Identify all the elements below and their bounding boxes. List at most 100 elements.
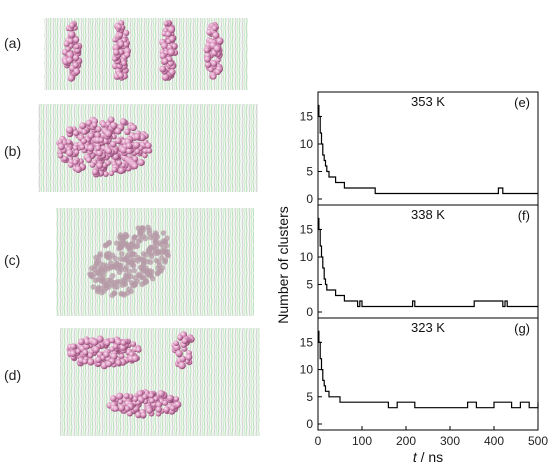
peptide-bead xyxy=(185,353,193,361)
peptide-bead xyxy=(164,248,171,255)
peptide-bead xyxy=(153,236,159,243)
peptide-bead xyxy=(140,261,147,267)
peptide-bead xyxy=(72,159,79,165)
peptide-bead xyxy=(66,139,72,145)
peptide-bead xyxy=(94,132,101,139)
peptide-bead xyxy=(135,411,142,419)
peptide-bead xyxy=(70,343,77,350)
peptide-bead xyxy=(108,116,115,123)
peptide-bead xyxy=(148,392,155,399)
peptide-bead xyxy=(111,166,118,173)
peptide-bead xyxy=(105,160,111,166)
peptide-bead xyxy=(119,118,127,126)
peptide-bead xyxy=(115,359,122,366)
peptide-bead xyxy=(142,393,148,400)
peptide-bead xyxy=(81,129,88,135)
peptide-bead xyxy=(117,72,124,79)
peptide-bead xyxy=(74,165,82,173)
peptide-bead xyxy=(137,230,144,236)
y-tick-label: 15 xyxy=(300,223,314,237)
peptide-bead xyxy=(155,406,162,413)
peptide-bead xyxy=(97,261,104,268)
peptide-bead xyxy=(74,44,80,50)
peptide-bead xyxy=(98,285,104,292)
subplot-label: (f) xyxy=(518,208,530,223)
peptide-bead xyxy=(79,144,86,151)
peptide-bead xyxy=(66,51,74,59)
temperature-label: 338 K xyxy=(411,207,445,222)
subplot-label: (g) xyxy=(514,321,530,336)
peptide-bead xyxy=(75,348,81,354)
peptide-bead xyxy=(157,390,165,398)
peptide-bead xyxy=(125,259,131,265)
x-tick-label: 200 xyxy=(396,434,416,448)
y-tick-label: 0 xyxy=(306,417,313,431)
peptide-bead xyxy=(161,73,170,81)
peptide-bead xyxy=(128,273,134,280)
peptide-bead xyxy=(87,132,95,139)
peptide-bead xyxy=(212,31,220,39)
peptide-bead xyxy=(163,20,169,27)
peptide-bead xyxy=(73,36,80,44)
peptide-bead xyxy=(174,401,182,408)
peptide-bead xyxy=(153,248,159,254)
peptide-bead xyxy=(118,167,125,175)
peptide-bead xyxy=(87,352,94,359)
peptide-bead xyxy=(139,225,146,231)
peptide-bead xyxy=(112,56,118,62)
peptide-bead xyxy=(100,276,107,283)
peptide-bead xyxy=(78,338,85,346)
subplot-1: 0 5 10 15 353 K (e) xyxy=(300,91,539,206)
cluster-count-series xyxy=(318,104,538,195)
peptide-bead xyxy=(132,281,138,287)
y-tick-label: 0 xyxy=(306,305,313,319)
peptide-bead xyxy=(118,41,125,48)
y-tick-label: 15 xyxy=(300,110,314,124)
cluster-chart: Number of clusters t / ns 0 5 10 15 353 K (e)… xyxy=(275,91,548,465)
peptide-bead xyxy=(135,272,142,278)
peptide-bead xyxy=(68,30,76,39)
peptide-bead xyxy=(124,233,130,239)
y-tick-label: 10 xyxy=(300,137,314,151)
peptide-bead xyxy=(154,242,160,248)
temperature-label: 353 K xyxy=(411,94,445,109)
x-tick-label: 400 xyxy=(484,434,504,448)
y-tick-label: 15 xyxy=(300,335,314,349)
peptide-bead xyxy=(160,230,167,236)
peptide-bead xyxy=(92,345,100,354)
peptide-bead xyxy=(115,338,122,346)
peptide-bead xyxy=(210,60,218,67)
peptide-bead xyxy=(103,171,109,177)
peptide-bead xyxy=(112,405,119,412)
peptide-bead xyxy=(204,47,210,53)
peptide-bead xyxy=(126,410,133,417)
peptide-bead xyxy=(97,265,104,272)
y-tick-label: 5 xyxy=(306,390,313,404)
peptide-bead xyxy=(139,281,145,288)
subplot-2: 0 5 10 15 338 K (f) xyxy=(300,204,539,319)
peptide-bead xyxy=(146,147,153,154)
peptide-bead xyxy=(104,339,111,346)
peptide-bead xyxy=(146,230,153,237)
peptide-bead xyxy=(123,274,129,280)
peptide-bead xyxy=(159,52,167,60)
peptide-bead xyxy=(145,142,152,149)
peptide-bead xyxy=(162,400,168,406)
peptide-bead xyxy=(131,267,137,274)
peptide-bead xyxy=(123,392,130,399)
peptide-bead xyxy=(62,156,68,162)
peptide-bead xyxy=(74,149,80,155)
peptide-bead xyxy=(167,26,176,34)
peptide-bead xyxy=(67,74,75,82)
peptide-bead xyxy=(91,122,98,128)
peptide-bead xyxy=(137,256,144,263)
peptide-bead xyxy=(110,395,117,402)
peptide-bead xyxy=(105,148,113,155)
peptide-bead xyxy=(114,127,122,135)
peptide-bead xyxy=(126,268,133,275)
peptide-bead xyxy=(92,277,99,284)
peptide-bead xyxy=(116,269,123,275)
peptide-bead xyxy=(119,344,127,351)
peptide-bead xyxy=(114,284,120,290)
peptide-bead xyxy=(72,145,79,151)
